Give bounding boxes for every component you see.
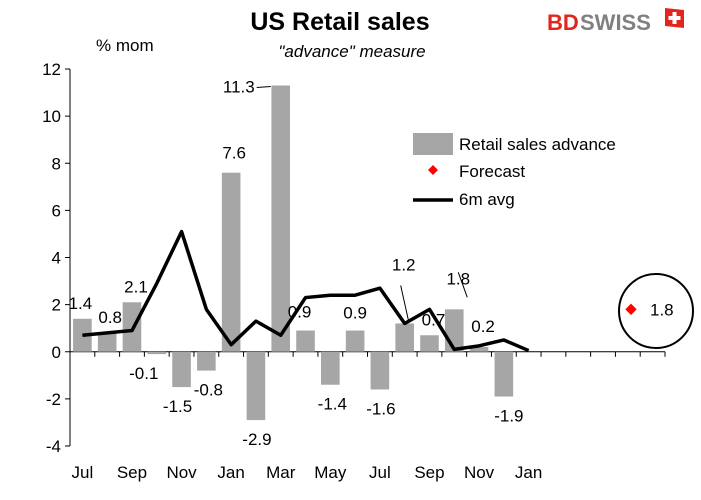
bar-series	[73, 85, 514, 421]
data-label: -2.9	[242, 430, 271, 449]
retail-sales-bar	[469, 347, 489, 352]
leader-line	[457, 272, 468, 298]
retail-sales-bar	[395, 323, 414, 352]
data-label: 2.1	[124, 277, 148, 296]
retail-sales-bar	[197, 351, 216, 371]
y-tick-label: 8	[52, 154, 61, 173]
retail-sales-bar	[420, 335, 439, 352]
retail-sales-bar	[97, 332, 117, 352]
swiss-cross-icon	[665, 8, 684, 28]
legend-swatch-forecast	[428, 165, 438, 175]
legend: Retail sales advance Forecast 6m avg	[413, 133, 616, 209]
bdswiss-logo: BD SWISS	[547, 8, 684, 35]
x-tick-label: Sep	[414, 463, 444, 482]
x-tick-label: Jul	[369, 463, 391, 482]
data-label: 0.9	[288, 303, 312, 322]
y-tick-label: 10	[42, 107, 61, 126]
x-tick-label: May	[314, 463, 347, 482]
retail-sales-bar	[271, 85, 291, 352]
retail-sales-bar	[444, 309, 464, 352]
data-label: -1.9	[494, 407, 523, 426]
retail-sales-bar	[147, 351, 167, 355]
y-tick-label: 6	[52, 201, 61, 220]
data-labels: 1.4 0.82.1 -0.1 -1.5-0.8 7.6 -2.9 11.3 0.9 -1.4 0…	[69, 77, 524, 449]
retail-sales-bar	[494, 351, 514, 397]
chart-subtitle: "advance" measure	[278, 42, 425, 61]
forecast-label: 1.8	[650, 300, 674, 319]
brand-part-1: BD	[547, 10, 579, 35]
data-label: -0.8	[194, 381, 223, 400]
avg-line-series	[82, 229, 530, 353]
forecast-series: 1.8	[625, 300, 674, 319]
data-label: 1.4	[69, 294, 93, 313]
retail-sales-bar	[370, 351, 390, 390]
legend-label-forecast: Forecast	[459, 162, 525, 181]
forecast-highlight-circle	[618, 273, 694, 349]
data-label: 0.2	[471, 317, 495, 336]
y-axis-label: % mom	[96, 36, 154, 55]
data-label: -0.1	[129, 364, 158, 383]
x-tick-label: Sep	[117, 463, 147, 482]
retail-sales-bar	[321, 351, 340, 385]
data-label: 1.2	[392, 255, 416, 274]
x-tick-label: Jan	[217, 463, 244, 482]
data-label: -1.5	[163, 397, 192, 416]
legend-swatch-bars	[413, 133, 453, 155]
chart-title: US Retail sales	[250, 8, 429, 36]
retail-sales-bar	[246, 351, 266, 421]
leader-line	[256, 85, 271, 88]
retail-sales-bar	[345, 330, 365, 352]
data-label: 0.7	[422, 310, 446, 329]
avg-line	[82, 229, 530, 353]
data-label: 1.8	[446, 269, 470, 288]
y-tick-label: 12	[42, 60, 61, 79]
y-tick-label: 2	[52, 296, 61, 315]
x-tick-label: Mar	[266, 463, 296, 482]
y-tick-label: -2	[46, 390, 61, 409]
y-tick-label: 4	[52, 249, 61, 268]
data-label: 0.9	[343, 304, 367, 323]
data-label: 11.3	[223, 77, 255, 96]
retail-sales-bar	[296, 330, 315, 352]
legend-label-bars: Retail sales advance	[459, 135, 616, 154]
data-label: 0.8	[98, 308, 122, 327]
retail-sales-bar	[221, 172, 241, 352]
x-tick-label: Nov	[464, 463, 495, 482]
brand-part-2: SWISS	[580, 10, 651, 35]
y-tick-label: 0	[52, 343, 61, 362]
y-tick-label: -4	[46, 437, 61, 456]
retail-sales-bar	[172, 351, 191, 388]
data-label: -1.4	[318, 395, 347, 414]
x-tick-label: Jan	[515, 463, 542, 482]
x-tick-label: Nov	[166, 463, 197, 482]
leader-line	[400, 285, 410, 322]
y-axis: -4 -2 0 2 4 6 8 10 12	[42, 60, 71, 456]
x-axis: Jul Sep Nov Jan Mar May Jul Sep Nov Jan	[69, 351, 666, 482]
x-tick-label: Jul	[72, 463, 94, 482]
data-label: 7.6	[222, 144, 246, 163]
legend-label-line: 6m avg	[459, 190, 515, 209]
forecast-marker	[625, 303, 637, 315]
data-label: -1.6	[366, 399, 395, 418]
